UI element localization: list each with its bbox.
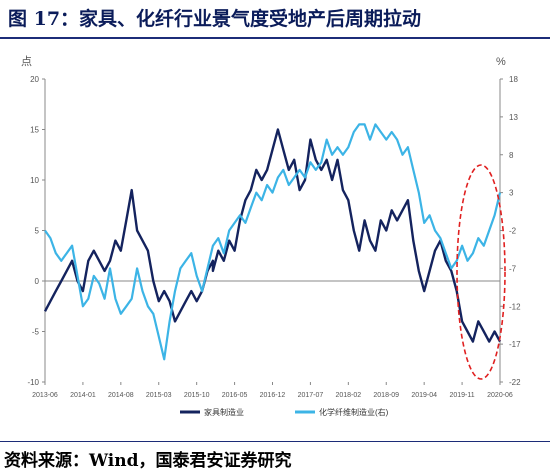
x-tick-label: 2014-01: [70, 392, 96, 399]
left-tick-label: 10: [30, 176, 39, 185]
figure-title: 图 17：家具、化纤行业景气度受地产后周期拉动: [8, 8, 422, 30]
x-tick-label: 2017-07: [298, 392, 324, 399]
x-tick-label: 2016-12: [260, 392, 286, 399]
x-tick-label: 2016-05: [222, 392, 248, 399]
x-tick-label: 2015-10: [184, 392, 210, 399]
left-tick-label: -5: [32, 328, 40, 337]
legend-label-1: 家具制造业: [204, 407, 244, 417]
right-tick-label: -2: [509, 227, 517, 236]
source-divider: [0, 441, 550, 442]
chart-series: [43, 123, 502, 361]
x-tick-label: 2018-09: [373, 392, 399, 399]
title-divider: [0, 37, 550, 39]
right-tick-label: 8: [509, 151, 514, 160]
x-tick-label: 2020-06: [487, 392, 513, 399]
x-tick-label: 2015-03: [146, 392, 172, 399]
left-axis-unit: 点: [21, 55, 32, 68]
series-line-2: [44, 123, 502, 361]
right-tick-label: 13: [509, 113, 518, 122]
left-tick-label: -10: [27, 378, 39, 387]
right-tick-label: 18: [509, 75, 518, 84]
x-tick-label: 2019-04: [411, 392, 437, 399]
left-tick-label: 15: [30, 126, 39, 135]
x-tick-label: 2018-02: [335, 392, 361, 399]
figure-header: 图 17：家具、化纤行业景气度受地产后周期拉动: [0, 0, 550, 39]
right-tick-label: -17: [509, 340, 521, 349]
left-tick-label: 5: [35, 227, 40, 236]
right-tick-label: -12: [509, 302, 521, 311]
highlight-ellipse: [456, 164, 506, 380]
right-tick-label: 3: [509, 189, 514, 198]
legend-label-2: 化学纤维制造业(右): [319, 407, 389, 417]
left-tick-label: 20: [30, 75, 39, 84]
series-line-1: [43, 128, 502, 343]
x-tick-label: 2014-08: [108, 392, 134, 399]
chart-legend: 家具制造业 化学纤维制造业(右): [180, 407, 389, 417]
line-chart: 点 % 20 15 10 5 0 -5 -10 18 13 8 3 -2 -7 -12 -17 -22 2013-0…: [21, 55, 521, 417]
right-tick-label: -22: [509, 378, 521, 387]
right-tick-label: -7: [509, 264, 517, 273]
x-tick-label: 2013-06: [32, 392, 58, 399]
chart-axes: 点 % 20 15 10 5 0 -5 -10 18 13 8 3 -2 -7 -12 -17 -22 2013-0…: [21, 55, 521, 399]
right-axis-unit: %: [496, 56, 506, 68]
left-tick-label: 0: [35, 277, 40, 286]
x-tick-label: 2019-11: [449, 392, 474, 399]
source-note: 资料来源：Wind，国泰君安证券研究: [4, 451, 292, 471]
